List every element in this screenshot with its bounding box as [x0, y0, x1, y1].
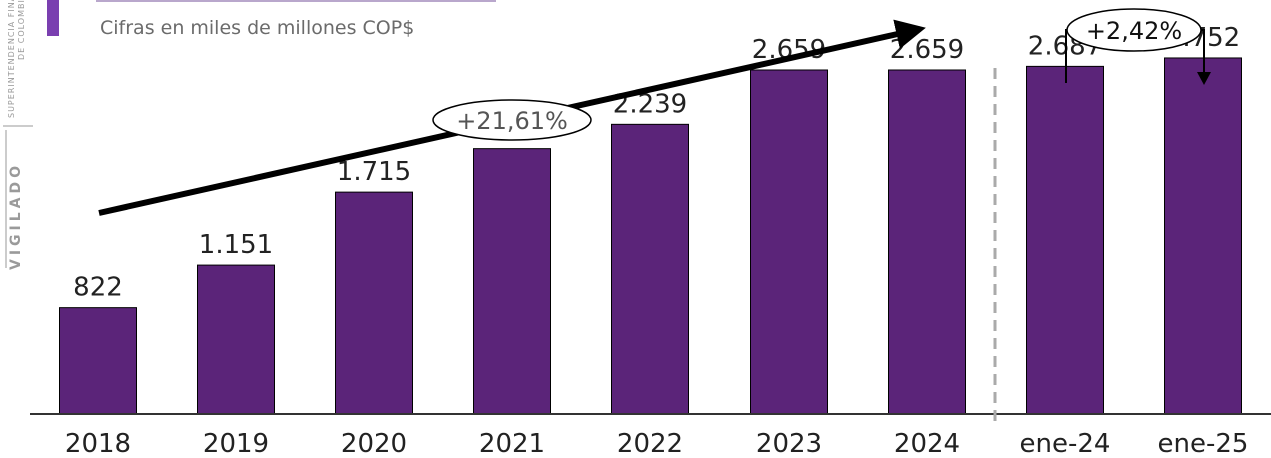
bar-2020 [335, 191, 413, 415]
superintendencia-text-2: DE COLOMBIA [17, 0, 26, 60]
value-label-2019: 1.151 [199, 230, 273, 260]
vigilado-strip: VIGILADO SUPERINTENDENCIA FINANCIERA DE … [0, 0, 36, 270]
category-label-2018: 2018 [65, 429, 131, 458]
accent-bar [47, 0, 59, 36]
bar-2022 [611, 123, 689, 415]
yoy-annotation-oval [1066, 8, 1202, 52]
bar-2021 [473, 148, 551, 415]
trend-annotation-label: +21,61% [456, 107, 568, 135]
header-rule [96, 0, 496, 2]
vigilado-strip-svg: VIGILADO SUPERINTENDENCIA FINANCIERA DE … [3, 0, 33, 270]
category-label-ene-24: ene-24 [1020, 429, 1111, 458]
chart-subtitle: Cifras en miles de millones COP$ [100, 17, 415, 39]
bar-ene-24 [1026, 65, 1104, 415]
category-label-2024: 2024 [894, 429, 960, 458]
bar-2018 [59, 307, 137, 415]
vigilado-text: VIGILADO [8, 162, 24, 270]
value-label-2024: 2.659 [890, 35, 964, 65]
bar-2024 [888, 69, 966, 415]
category-label-2023: 2023 [756, 429, 822, 458]
category-label-2022: 2022 [617, 429, 683, 458]
trend-annotation-oval [432, 99, 592, 141]
category-label-ene-25: ene-25 [1158, 429, 1249, 458]
value-label-2018: 822 [73, 273, 123, 303]
yoy-annotation-label: +2,42% [1086, 17, 1182, 45]
value-label-2020: 1.715 [337, 157, 411, 187]
bar-2023 [750, 69, 828, 415]
category-label-2019: 2019 [203, 429, 269, 458]
yoy-arrowhead [1197, 72, 1211, 85]
bar-2019 [197, 264, 275, 415]
superintendencia-text: SUPERINTENDENCIA FINANCIERA [7, 0, 16, 118]
category-label-2020: 2020 [341, 429, 407, 458]
bar-ene-25 [1164, 57, 1242, 415]
category-label-2021: 2021 [479, 429, 545, 458]
